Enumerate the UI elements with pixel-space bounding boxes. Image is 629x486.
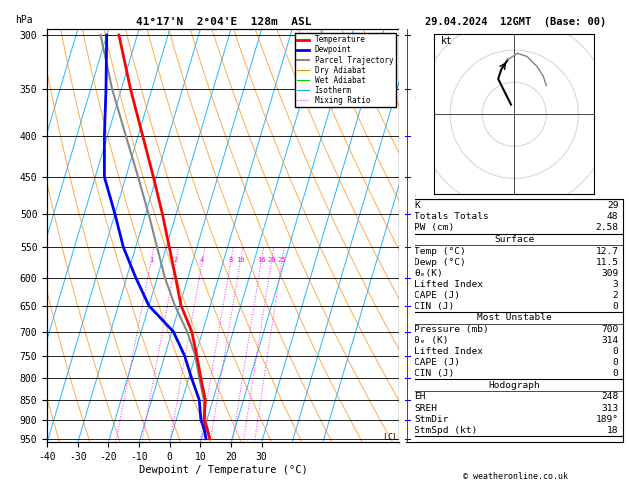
Title: 41°17'N  2°04'E  128m  ASL: 41°17'N 2°04'E 128m ASL: [135, 17, 311, 27]
Text: 0: 0: [613, 347, 618, 356]
Y-axis label: km
ASL: km ASL: [418, 227, 440, 244]
Text: 25: 25: [277, 257, 286, 263]
Text: Temp (°C): Temp (°C): [415, 247, 466, 256]
Text: θₑ(K): θₑ(K): [415, 269, 443, 278]
Text: Hodograph: Hodograph: [488, 381, 540, 390]
Text: 2.58: 2.58: [596, 224, 618, 232]
Text: Pressure (mb): Pressure (mb): [415, 325, 489, 334]
Text: Lifted Index: Lifted Index: [415, 347, 483, 356]
X-axis label: Dewpoint / Temperature (°C): Dewpoint / Temperature (°C): [139, 465, 308, 475]
Text: 189°: 189°: [596, 415, 618, 424]
Text: 0: 0: [613, 358, 618, 367]
Text: 11.5: 11.5: [596, 258, 618, 267]
Text: PW (cm): PW (cm): [415, 224, 455, 232]
Text: 10: 10: [236, 257, 244, 263]
Text: 3: 3: [613, 280, 618, 289]
Text: Most Unstable: Most Unstable: [477, 313, 552, 323]
Text: 29.04.2024  12GMT  (Base: 00): 29.04.2024 12GMT (Base: 00): [425, 17, 606, 27]
Text: 2: 2: [174, 257, 177, 263]
Text: 313: 313: [601, 403, 618, 413]
Text: K: K: [415, 201, 420, 210]
Text: 48: 48: [607, 212, 618, 222]
Text: θₑ (K): θₑ (K): [415, 336, 449, 345]
Text: 16: 16: [257, 257, 265, 263]
Text: SREH: SREH: [415, 403, 437, 413]
Text: 0: 0: [613, 302, 618, 311]
Text: 314: 314: [601, 336, 618, 345]
Text: CAPE (J): CAPE (J): [415, 358, 460, 367]
Text: Dewp (°C): Dewp (°C): [415, 258, 466, 267]
Text: 20: 20: [267, 257, 276, 263]
Text: StmSpd (kt): StmSpd (kt): [415, 426, 477, 434]
Text: CAPE (J): CAPE (J): [415, 291, 460, 300]
Legend: Temperature, Dewpoint, Parcel Trajectory, Dry Adiabat, Wet Adiabat, Isotherm, Mi: Temperature, Dewpoint, Parcel Trajectory…: [295, 33, 396, 107]
Text: 2: 2: [613, 291, 618, 300]
Text: hPa: hPa: [16, 15, 33, 25]
Text: 248: 248: [601, 393, 618, 401]
Text: 8: 8: [228, 257, 233, 263]
Text: LCL: LCL: [384, 434, 399, 442]
Text: 12.7: 12.7: [596, 247, 618, 256]
Text: CIN (J): CIN (J): [415, 302, 455, 311]
Text: 1: 1: [148, 257, 153, 263]
Text: 4: 4: [200, 257, 204, 263]
Text: CIN (J): CIN (J): [415, 369, 455, 378]
Text: StmDir: StmDir: [415, 415, 449, 424]
Text: kt: kt: [440, 35, 452, 46]
Text: 18: 18: [607, 426, 618, 434]
Text: Surface: Surface: [494, 235, 534, 244]
Text: 700: 700: [601, 325, 618, 334]
Text: Lifted Index: Lifted Index: [415, 280, 483, 289]
Text: 0: 0: [613, 369, 618, 378]
Text: EH: EH: [415, 393, 426, 401]
Text: © weatheronline.co.uk: © weatheronline.co.uk: [464, 472, 568, 481]
Text: Totals Totals: Totals Totals: [415, 212, 489, 222]
Text: 29: 29: [607, 201, 618, 210]
Text: 309: 309: [601, 269, 618, 278]
